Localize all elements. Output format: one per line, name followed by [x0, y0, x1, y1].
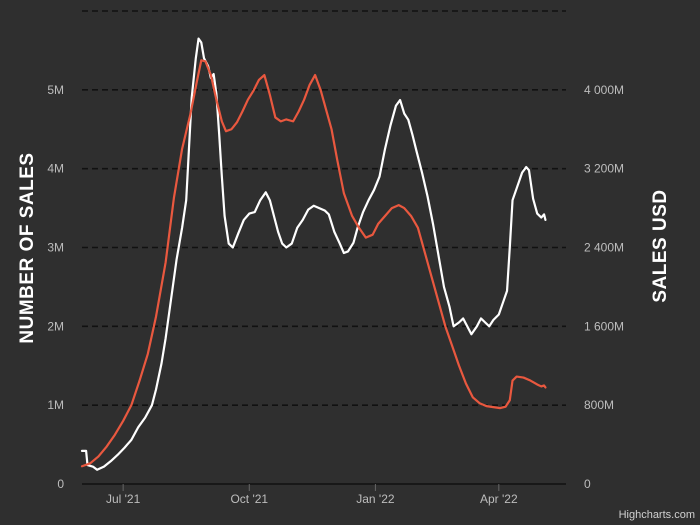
right-tick-label-4: 3 200M — [584, 162, 624, 176]
right-axis-ticks: 0 800M 1 600M 2 400M 3 200M 4 000M — [584, 83, 624, 491]
sales-usd-series-line — [80, 59, 547, 468]
series-layer — [80, 37, 547, 471]
right-tick-label-5: 4 000M — [584, 83, 624, 97]
left-tick-label-5: 5M — [47, 83, 64, 97]
x-tick-label-0: Jul '21 — [106, 492, 141, 506]
right-tick-label-1: 800M — [584, 398, 614, 412]
right-tick-label-3: 2 400M — [584, 241, 624, 255]
highcharts-credit-link[interactable]: Highcharts.com — [619, 509, 695, 521]
x-axis-ticks: Jul '21 Oct '21 Jan '22 Apr '22 — [106, 484, 518, 506]
x-tick-label-2: Jan '22 — [356, 492, 395, 506]
x-tick-label-1: Oct '21 — [230, 492, 268, 506]
left-tick-label-0: 0 — [57, 477, 64, 491]
left-tick-label-1: 1M — [47, 398, 64, 412]
x-tick-label-3: Apr '22 — [480, 492, 518, 506]
gridlines — [82, 10, 566, 485]
right-axis-title: SALES USD — [650, 189, 671, 302]
number-of-sales-series-line — [80, 37, 547, 471]
left-tick-label-3: 3M — [47, 241, 64, 255]
right-tick-label-0: 0 — [584, 477, 591, 491]
left-tick-label-4: 4M — [47, 162, 64, 176]
left-axis-title: NUMBER OF SALES — [17, 152, 38, 343]
right-tick-label-2: 1 600M — [584, 319, 624, 333]
left-tick-label-2: 2M — [47, 319, 64, 333]
left-axis-ticks: 0 1M 2M 3M 4M 5M — [47, 83, 64, 491]
